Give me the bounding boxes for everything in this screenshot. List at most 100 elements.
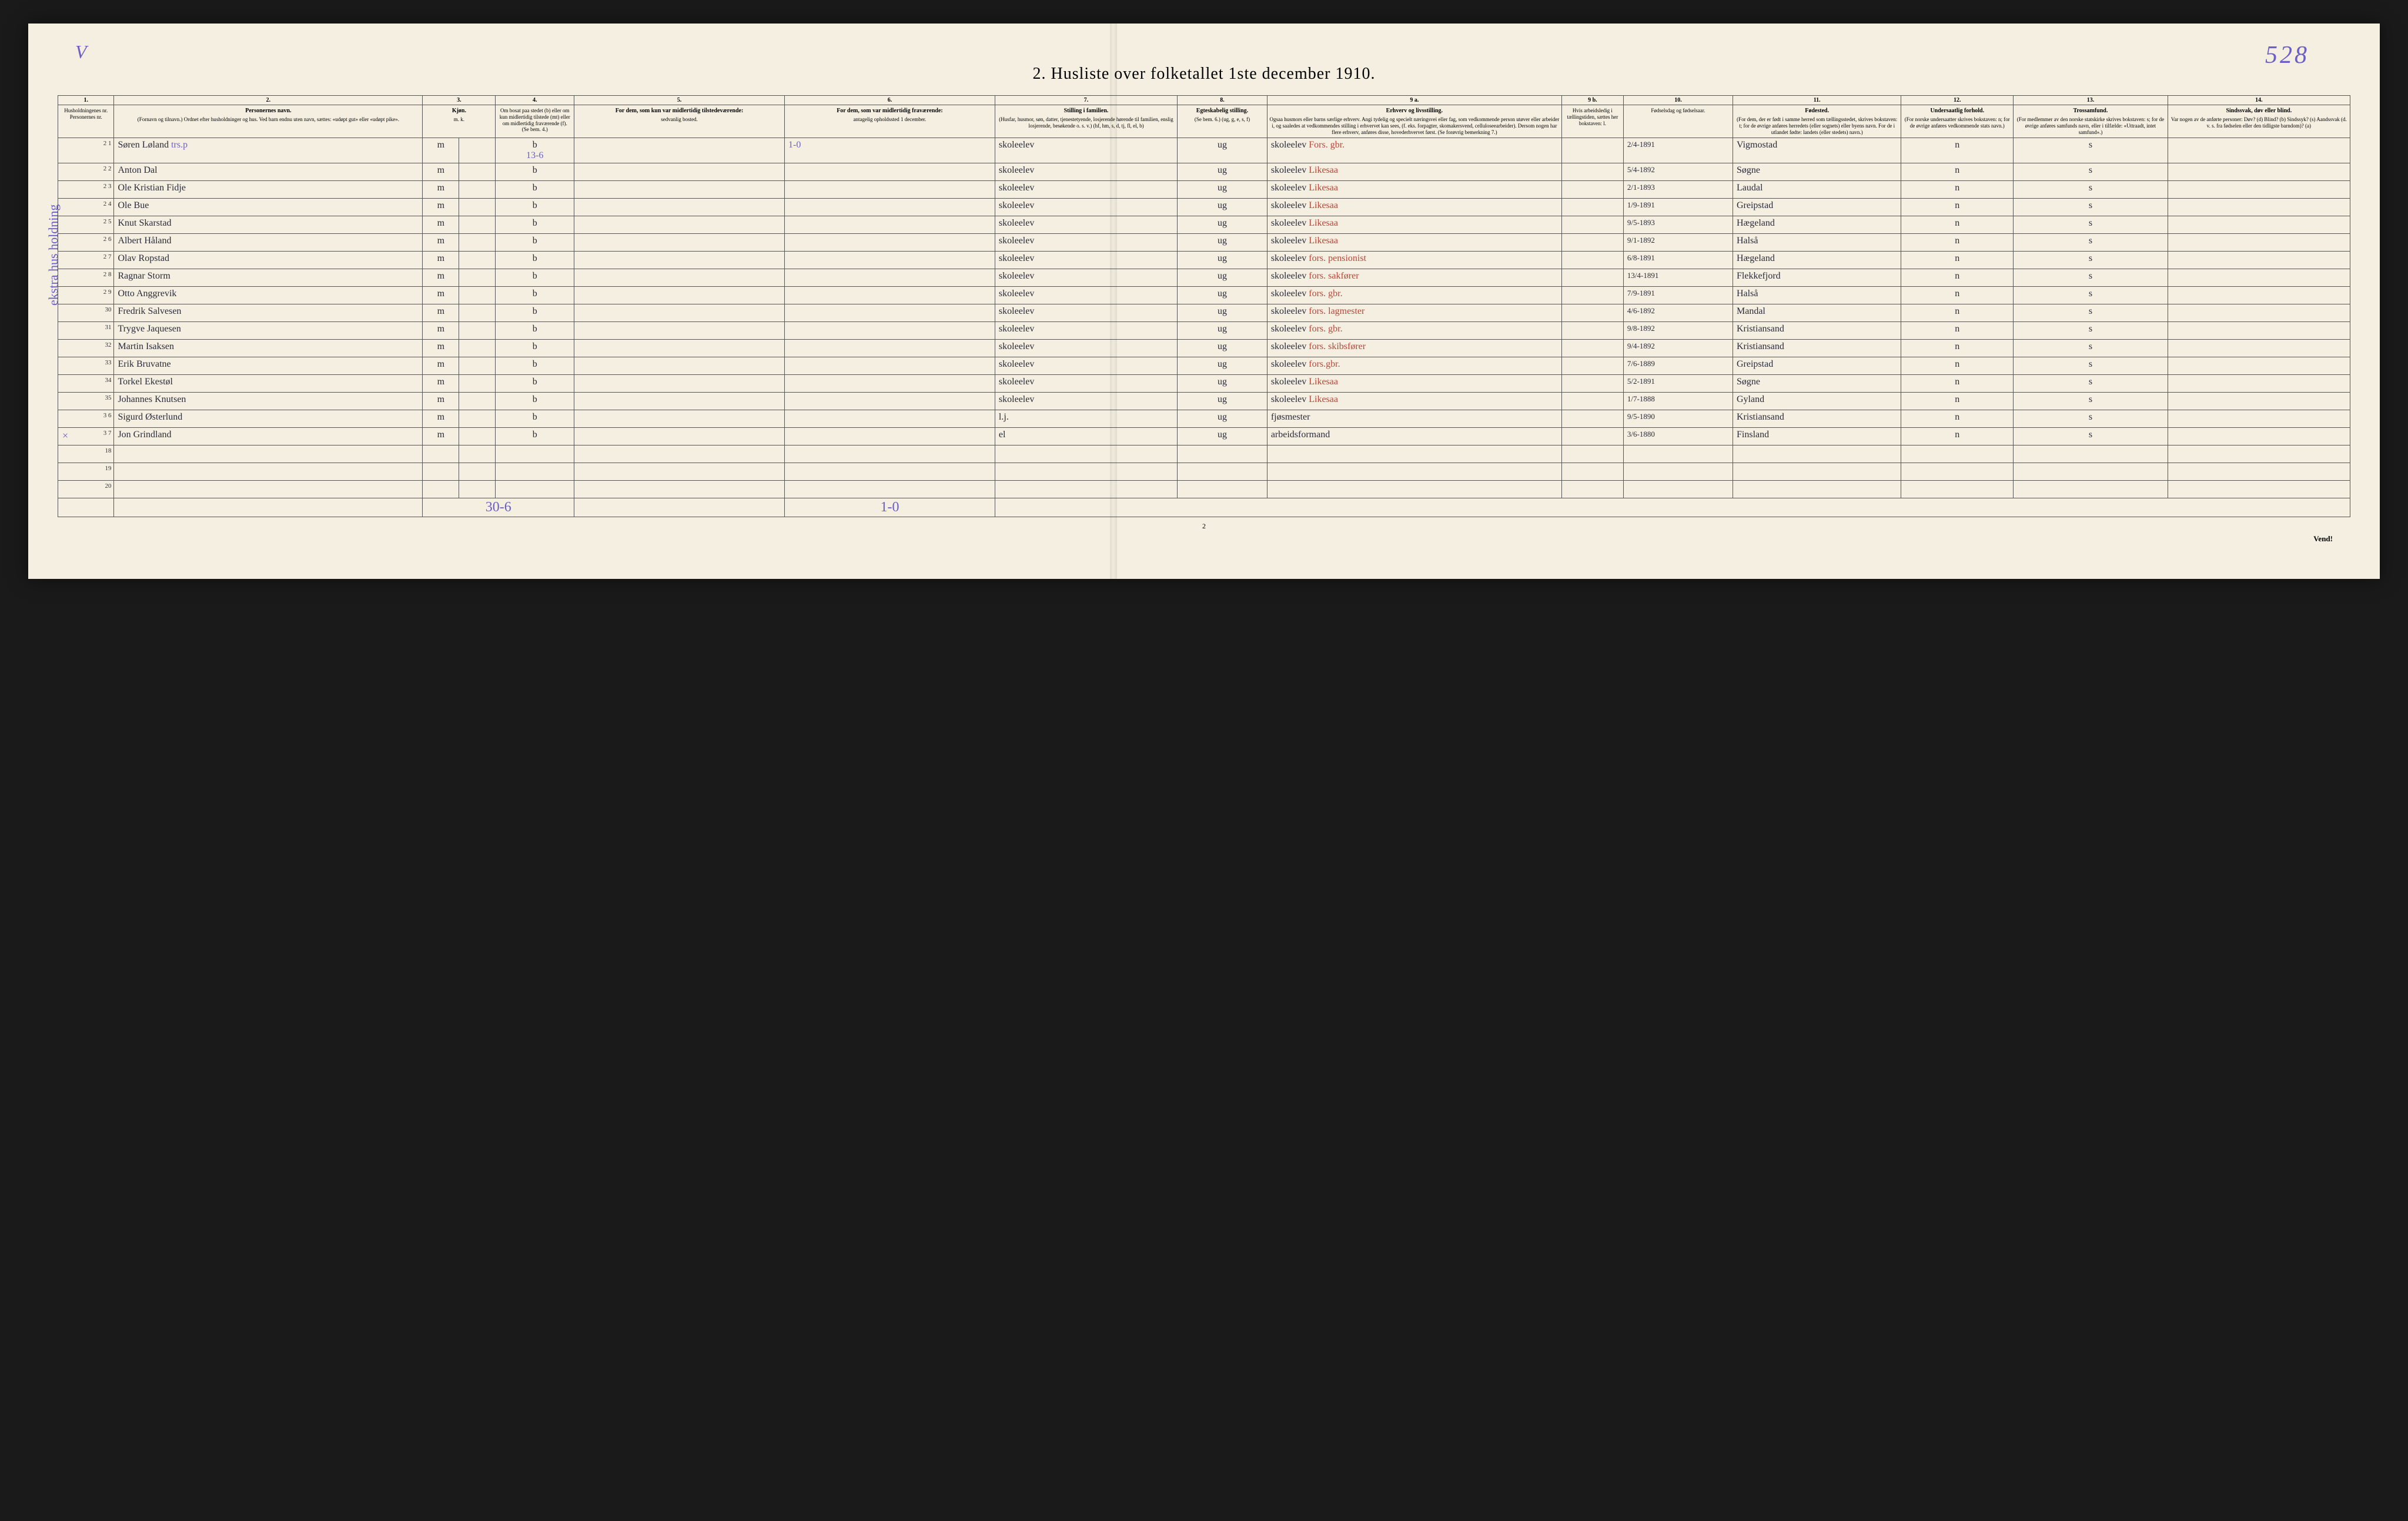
cell-sex-k [459, 181, 496, 199]
cell-c6 [785, 269, 995, 287]
cell-9b [1561, 357, 1623, 375]
hdr-6: For dem, som var midlertidig fraværende:… [785, 105, 995, 138]
cell-sex-k [459, 304, 496, 322]
cell-sex-k [459, 252, 496, 269]
cell-c5 [574, 138, 785, 163]
cell-stilling: el [995, 428, 1177, 445]
cell-name: Erik Bruvatne [114, 357, 423, 375]
cell-tros: s [2014, 199, 2168, 216]
cell-erhverv: fjøsmester [1267, 410, 1561, 428]
cell-c5 [574, 428, 785, 445]
cell-c6 [785, 199, 995, 216]
cell-name: Anton Dal [114, 163, 423, 181]
table-row: 2 4 Ole Bue m b skoleelev ug skoleelev L… [58, 199, 2350, 216]
cell-under: n [1901, 199, 2014, 216]
cell-stilling: skoleelev [995, 199, 1177, 216]
cell-bosat: b [496, 269, 574, 287]
cell-sex-m: m [423, 340, 459, 357]
cell-fodested: Greipstad [1733, 357, 1901, 375]
cell-erhverv: skoleelev Fors. gbr. [1267, 138, 1561, 163]
row-number: 35 [58, 393, 114, 410]
cell-fodested: Kristiansand [1733, 340, 1901, 357]
hdr-14-sub: Var nogen av de anførte personer: Døv? (… [2171, 116, 2347, 129]
cell-c6 [785, 322, 995, 340]
cell-sex-k [459, 163, 496, 181]
cell-c14 [2168, 287, 2350, 304]
cell-fodsel: 9/5-1893 [1623, 216, 1733, 234]
cell-stilling: skoleelev [995, 163, 1177, 181]
cell-name: Fredrik Salvesen [114, 304, 423, 322]
row-number: 3 6 [58, 410, 114, 428]
cell-under: n [1901, 322, 2014, 340]
cell-c14 [2168, 252, 2350, 269]
cell-c6 [785, 287, 995, 304]
cell-fodsel: 9/8-1892 [1623, 322, 1733, 340]
table-row-empty: 19 [58, 463, 2350, 481]
cell-erhverv: skoleelev fors. gbr. [1267, 287, 1561, 304]
hdr-5-main: For dem, som kun var midlertidig tilsted… [576, 108, 782, 115]
hdr-6-main: For dem, som var midlertidig fraværende: [787, 108, 993, 115]
colnum-13: 13. [2014, 96, 2168, 105]
cell-under: n [1901, 269, 2014, 287]
cell-fodested: Kristiansand [1733, 410, 1901, 428]
cell-9b [1561, 287, 1623, 304]
cell-9b [1561, 375, 1623, 393]
colnum-1: 1. [58, 96, 114, 105]
cell-erhverv: skoleelev fors. sakfører [1267, 269, 1561, 287]
cell-fodsel: 9/4-1892 [1623, 340, 1733, 357]
cell-fodsel: 9/5-1890 [1623, 410, 1733, 428]
cell-tros: s [2014, 410, 2168, 428]
cell-erhverv: skoleelev fors. gbr. [1267, 322, 1561, 340]
cell-fodested: Halså [1733, 234, 1901, 252]
cell-under: n [1901, 393, 2014, 410]
cell-bosat: b [496, 304, 574, 322]
cell-9b [1561, 340, 1623, 357]
cell-fodested: Halså [1733, 287, 1901, 304]
cell-c14 [2168, 163, 2350, 181]
cell-sex-k [459, 357, 496, 375]
hdr-8-main: Egteskabelig stilling. [1179, 108, 1265, 115]
cell-sex-m: m [423, 181, 459, 199]
colnum-10: 10. [1623, 96, 1733, 105]
cell-egte: ug [1178, 269, 1267, 287]
cell-bosat: b [496, 393, 574, 410]
cell-tros: s [2014, 287, 2168, 304]
row-number: 19 [58, 463, 114, 481]
cell-c5 [574, 216, 785, 234]
cell-erhverv: arbeidsformand [1267, 428, 1561, 445]
cell-stilling: l.j. [995, 410, 1177, 428]
cell-c14 [2168, 181, 2350, 199]
row-number: 2 8 [58, 269, 114, 287]
cell-stilling: skoleelev [995, 304, 1177, 322]
cell-tros: s [2014, 428, 2168, 445]
cell-sex-k [459, 287, 496, 304]
cell-sex-m: m [423, 304, 459, 322]
cell-fodsel: 7/9-1891 [1623, 287, 1733, 304]
table-row: 34 Torkel Ekestøl m b skoleelev ug skole… [58, 375, 2350, 393]
cell-name: Otto Anggrevik [114, 287, 423, 304]
cell-fodsel: 5/4-1892 [1623, 163, 1733, 181]
hdr-1: Husholdningenes nr. Personernes nr. [58, 105, 114, 138]
colnum-8: 8. [1178, 96, 1267, 105]
cell-fodsel: 1/9-1891 [1623, 199, 1733, 216]
table-row: 2 2 Anton Dal m b skoleelev ug skoleelev… [58, 163, 2350, 181]
cell-sex-k [459, 199, 496, 216]
colnum-7: 7. [995, 96, 1177, 105]
cell-c6 [785, 428, 995, 445]
colnum-6: 6. [785, 96, 995, 105]
cell-fodested: Gyland [1733, 393, 1901, 410]
cell-egte: ug [1178, 304, 1267, 322]
hdr-4-main: Om bosat paa stedet (b) eller om kun mid… [500, 108, 570, 126]
table-row: 2 8 Ragnar Storm m b skoleelev ug skolee… [58, 269, 2350, 287]
cell-stilling: skoleelev [995, 357, 1177, 375]
cell-fodested: Finsland [1733, 428, 1901, 445]
cell-stilling: skoleelev [995, 181, 1177, 199]
cell-c14 [2168, 304, 2350, 322]
table-row: 2 5 Knut Skarstad m b skoleelev ug skole… [58, 216, 2350, 234]
cell-9b [1561, 269, 1623, 287]
cell-bosat: b [496, 340, 574, 357]
cell-egte: ug [1178, 322, 1267, 340]
cell-9b [1561, 216, 1623, 234]
cell-under: n [1901, 287, 2014, 304]
cell-bosat: b [496, 287, 574, 304]
